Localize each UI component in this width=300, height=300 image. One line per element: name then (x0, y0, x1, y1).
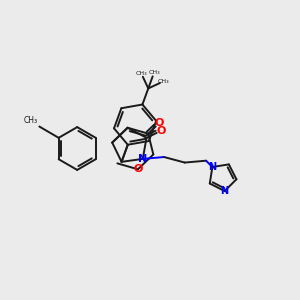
Text: N: N (138, 154, 147, 164)
Text: CH₃: CH₃ (148, 70, 160, 75)
Text: CH₃: CH₃ (24, 116, 38, 125)
Text: N: N (208, 162, 216, 172)
Text: O: O (154, 118, 164, 128)
Text: O: O (133, 164, 142, 174)
Text: O: O (156, 126, 166, 136)
Text: CH₃: CH₃ (135, 71, 147, 76)
Text: N: N (220, 186, 229, 196)
Text: CH₃: CH₃ (158, 79, 169, 84)
